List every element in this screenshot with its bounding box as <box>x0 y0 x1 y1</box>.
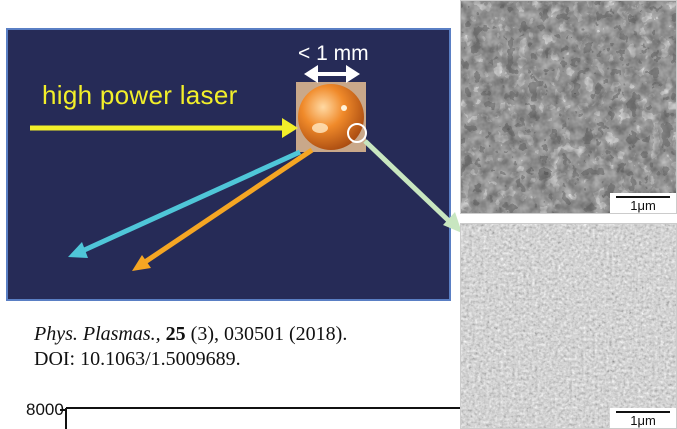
sphere-highlight <box>312 123 328 133</box>
laser-arrow <box>30 118 298 138</box>
scale-bar-line <box>616 196 670 198</box>
citation: Phys. Plasmas., 25 (3), 030501 (2018). D… <box>34 322 347 372</box>
target-size-label: < 1 mm <box>298 42 369 65</box>
citation-reference: Phys. Plasmas., 25 (3), 030501 (2018). <box>34 322 347 347</box>
citation-journal: Phys. Plasmas., <box>34 323 161 345</box>
fibrous-network-texture <box>461 1 676 213</box>
granular-texture <box>461 224 676 428</box>
laser-label: high power laser <box>42 80 238 110</box>
citation-volume: 25 <box>165 323 186 345</box>
size-double-arrow <box>304 65 360 83</box>
axis-tick-label: 8000 <box>26 400 64 419</box>
scale-bar-label: 1μm <box>630 198 656 213</box>
chart-axis-fragment <box>60 407 462 429</box>
blue-beam-arrow <box>68 149 302 258</box>
sphere-glint <box>341 105 347 111</box>
zoom-connector-arrow <box>363 139 462 233</box>
citation-issue-pages-year: (3), 030501 (2018). <box>185 323 348 345</box>
citation-doi: DOI: 10.1063/1.5009689. <box>34 348 241 370</box>
orange-beam-arrow <box>132 147 314 271</box>
scale-bar-line <box>616 411 670 413</box>
zoom-circle <box>347 123 367 143</box>
sem-micrograph-granular: 1μm <box>460 223 677 429</box>
target-sphere <box>298 84 364 150</box>
scale-bar-top: 1μm <box>610 193 676 213</box>
sem-micrograph-fibrous: 1μm <box>460 0 677 214</box>
scale-bar-label: 1μm <box>630 413 656 428</box>
scale-bar-bottom: 1μm <box>610 408 676 428</box>
